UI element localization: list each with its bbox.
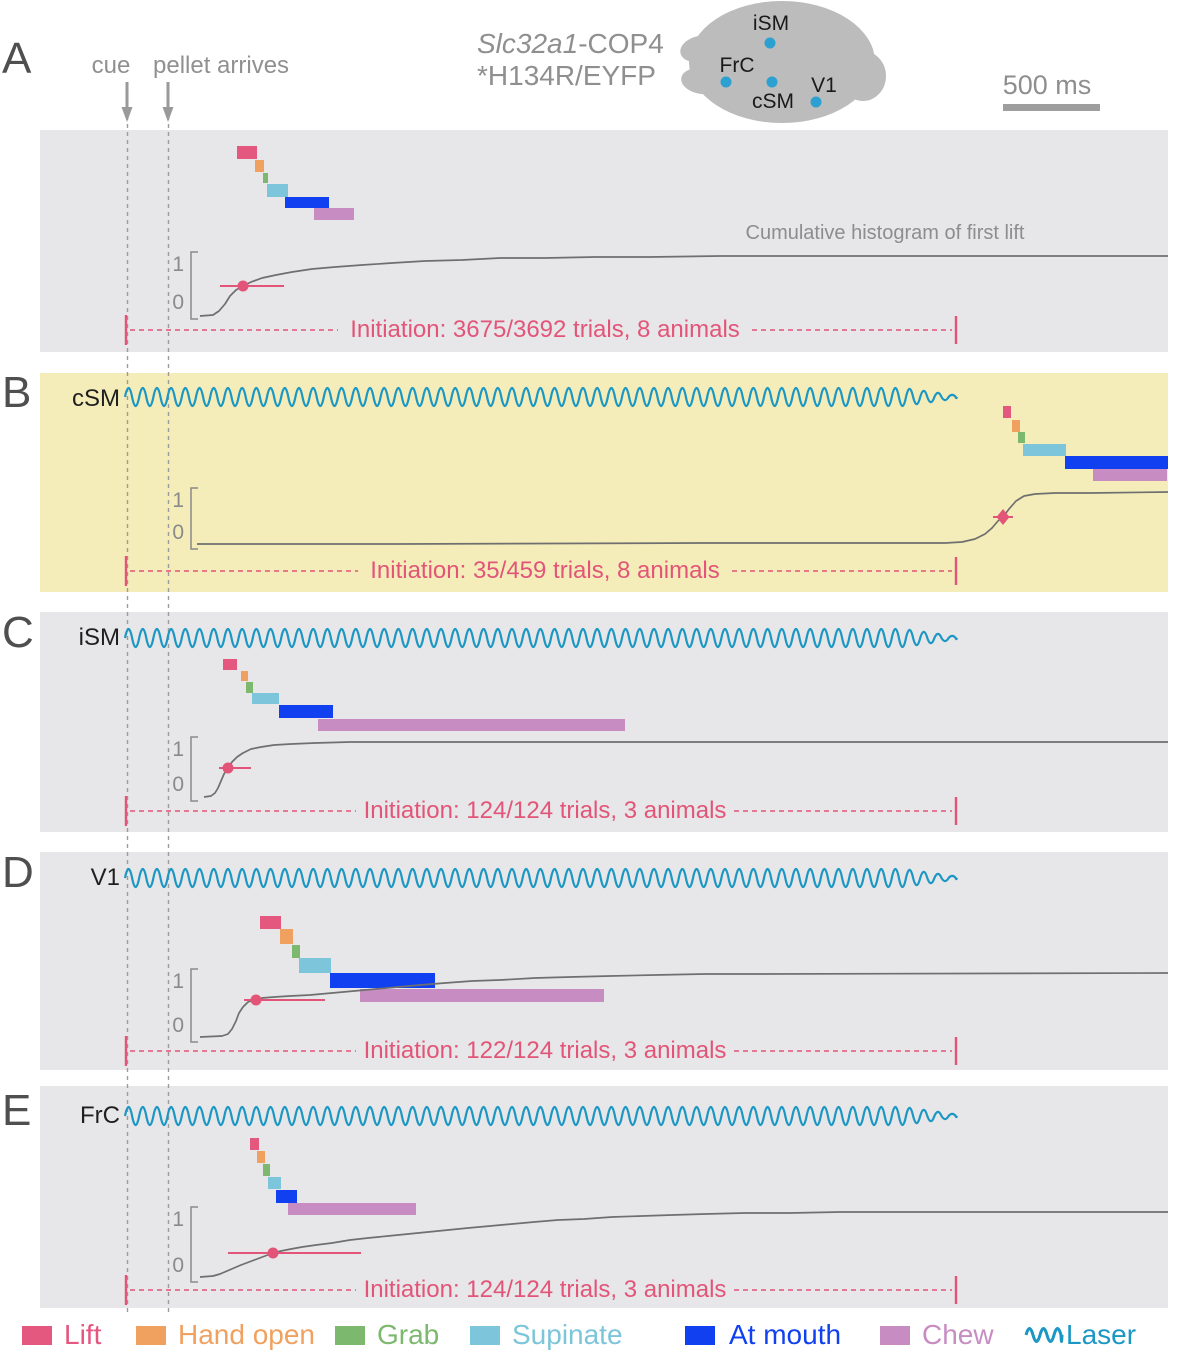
panel-b-letter: B (2, 368, 32, 417)
legend-label-chew: Chew (922, 1319, 994, 1350)
axis-one-c: 1 (172, 738, 184, 761)
injection-site-dot-ism (764, 37, 776, 49)
brain-site-label-v1: V1 (811, 74, 837, 97)
at-mouth-swatch (685, 1326, 715, 1345)
construct-name: -COP4 (578, 28, 664, 59)
chew-swatch (880, 1326, 910, 1345)
hand-open-swatch (136, 1326, 166, 1345)
injection-site-dot-csm (766, 76, 778, 88)
gene-name: Slc32a1 (477, 28, 579, 59)
supinate-swatch (470, 1326, 500, 1345)
lift-swatch (22, 1326, 52, 1345)
panel-e-background (40, 1086, 1168, 1308)
laser-wave-icon (1024, 1327, 1064, 1343)
grab-swatch (335, 1326, 365, 1345)
axis-one-e: 1 (172, 1208, 184, 1231)
panel-d-letter: D (2, 848, 34, 897)
axis-zero-b: 0 (172, 521, 184, 544)
brain-site-label-csm: cSM (752, 90, 794, 113)
injection-site-dot-frc (720, 76, 732, 88)
cue-arrowhead-icon (121, 107, 133, 122)
cumulative-histogram-note: Cumulative histogram of first lift (745, 222, 1025, 244)
initiation-text-a: Initiation: 3675/3692 trials, 8 animals (350, 316, 740, 343)
legend-label-at-mouth: At mouth (729, 1319, 842, 1350)
region-label-frc: FrC (80, 1102, 120, 1129)
legend-label-hand-open: Hand open (178, 1319, 316, 1350)
initiation-text-c: Initiation: 124/124 trials, 3 animals (363, 797, 727, 824)
time-scalebar (1003, 104, 1100, 111)
axis-one-b: 1 (172, 489, 184, 512)
axis-zero-e: 0 (172, 1254, 184, 1277)
genotype-title-line1: Slc32a1-COP4 (477, 28, 664, 60)
initiation-text-b: Initiation: 35/459 trials, 8 animals (370, 557, 720, 584)
axis-zero-a: 0 (172, 291, 184, 314)
legend-label-laser: Laser (1066, 1319, 1137, 1350)
panel-c-letter: C (2, 608, 34, 657)
initiation-text-e: Initiation: 124/124 trials, 3 animals (363, 1276, 727, 1303)
axis-zero-d: 0 (172, 1014, 184, 1037)
panel-b-background (40, 373, 1168, 592)
legend-label-grab: Grab (377, 1319, 440, 1350)
pellet-arrives-label: pellet arrives (153, 52, 290, 79)
legend-label-supinate: Supinate (512, 1319, 623, 1350)
initiation-text-d: Initiation: 122/124 trials, 3 animals (363, 1037, 727, 1064)
genotype-title-line2: *H134R/EYFP (477, 60, 656, 91)
brain-site-label-ism: iSM (752, 12, 790, 35)
region-label-csm: cSM (72, 385, 120, 412)
axis-one-a: 1 (172, 253, 184, 276)
panel-e-letter: E (2, 1086, 32, 1135)
time-scalebar-label: 500 ms (1002, 70, 1092, 100)
region-label-v1: V1 (90, 864, 120, 891)
panel-a-letter: A (2, 34, 32, 83)
injection-site-dot-v1 (810, 96, 822, 108)
cue-label: cue (91, 52, 131, 79)
region-label-ism: iSM (78, 624, 120, 651)
axis-zero-c: 0 (172, 773, 184, 796)
pellet-arrowhead-icon (162, 107, 174, 122)
brain-site-label-frc: FrC (719, 54, 755, 77)
axis-one-d: 1 (172, 970, 184, 993)
legend-label-lift: Lift (64, 1319, 102, 1350)
